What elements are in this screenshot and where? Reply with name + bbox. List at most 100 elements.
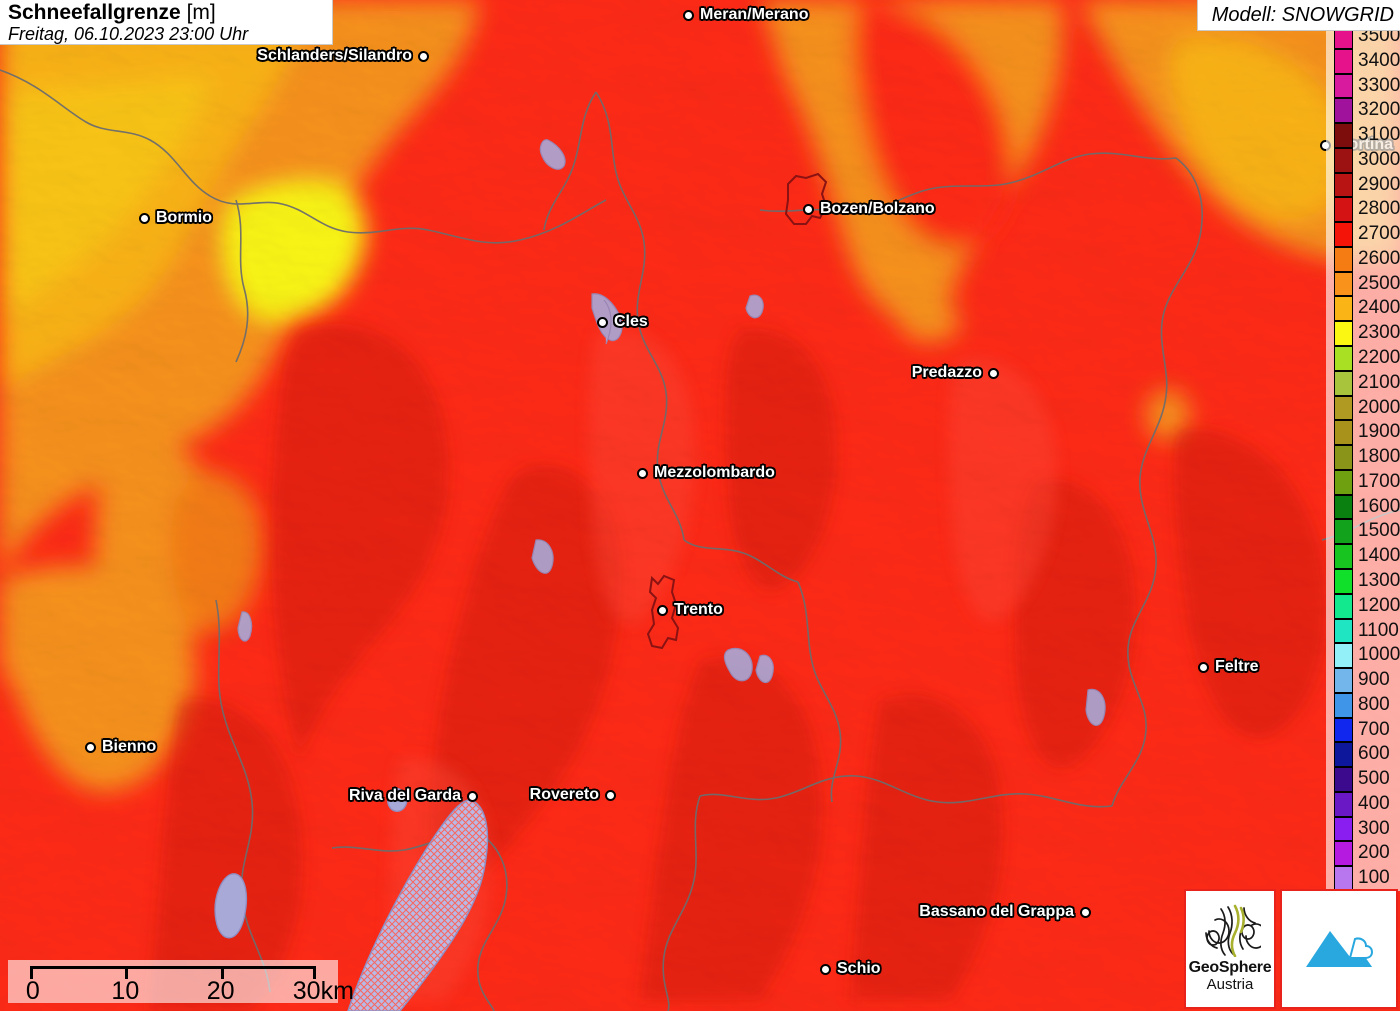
legend-color-swatch xyxy=(1334,296,1353,322)
city-marker[interactable]: Bormio xyxy=(139,209,212,227)
scale-bar-line xyxy=(30,966,316,969)
city-dot-icon xyxy=(1198,661,1209,673)
scale-bar-labels: 0 10 20 30km xyxy=(8,977,354,1005)
legend-color-swatch xyxy=(1334,791,1353,817)
legend-value-label: 2500 xyxy=(1358,272,1400,294)
legend-entry: 600 xyxy=(1326,742,1400,768)
scale-tick xyxy=(220,966,224,979)
legend-entry: 3300 xyxy=(1326,73,1400,99)
city-marker[interactable]: Bienno xyxy=(85,738,156,756)
city-marker[interactable]: Meran/Merano xyxy=(683,6,808,24)
model-label: Modell: SNOWGRID xyxy=(1211,3,1394,26)
city-marker[interactable]: Cles xyxy=(597,313,648,331)
legend-entries: 3500 3400 3300 3200 3100 3000 2900 2800 2700 2600… xyxy=(1326,24,1400,891)
scale-label: 0 xyxy=(25,977,40,1005)
city-marker[interactable]: Schlanders/Silandro xyxy=(257,47,429,65)
legend-value-label: 2900 xyxy=(1358,173,1400,195)
legend-color-swatch xyxy=(1334,643,1353,669)
legend-color-swatch xyxy=(1334,692,1353,718)
scale-tick xyxy=(125,966,129,979)
legend-color-swatch xyxy=(1334,445,1353,470)
legend-entry: 2900 xyxy=(1326,172,1400,198)
legend-value-label: 1300 xyxy=(1358,569,1400,591)
geosphere-swirl-icon xyxy=(1205,904,1261,957)
legend-entry: 1800 xyxy=(1326,445,1400,470)
city-name-label: Meran/Merano xyxy=(700,6,809,23)
legend-value-label: 1800 xyxy=(1358,446,1400,468)
scale-label: 30km xyxy=(292,977,354,1005)
legend-value-label: 3100 xyxy=(1358,124,1400,146)
city-name-label: Bormio xyxy=(156,209,212,226)
legend-value-label: 1900 xyxy=(1358,421,1400,443)
legend-color-swatch xyxy=(1334,841,1353,867)
city-dot-icon xyxy=(683,9,694,21)
legend-color-swatch xyxy=(1334,618,1353,644)
city-marker[interactable]: Bozen/Bolzano xyxy=(803,200,935,218)
legend-color-swatch xyxy=(1334,816,1353,842)
city-marker[interactable]: Bassano del Grappa xyxy=(919,903,1091,921)
legend-entry: 3200 xyxy=(1326,98,1400,124)
legend-entry: 2000 xyxy=(1326,395,1400,421)
legend-color-swatch xyxy=(1334,197,1353,223)
city-dot-icon xyxy=(1080,906,1091,918)
legend-color-swatch xyxy=(1334,98,1353,124)
legend-entry: 2200 xyxy=(1326,346,1400,371)
legend-entry: 400 xyxy=(1326,791,1400,817)
avalanche-logo[interactable] xyxy=(1280,889,1398,1009)
legend-entry: 700 xyxy=(1326,717,1400,743)
legend-entry: 3400 xyxy=(1326,48,1400,74)
legend-value-label: 1700 xyxy=(1358,470,1400,492)
geosphere-logo[interactable]: GeoSphere Austria xyxy=(1184,889,1276,1009)
legend-value-label: 3200 xyxy=(1358,99,1400,121)
city-marker[interactable]: Feltre xyxy=(1198,658,1259,676)
legend-entry: 3100 xyxy=(1326,123,1400,148)
city-dot-icon xyxy=(467,790,478,802)
city-name-label: Riva del Garda xyxy=(348,787,461,804)
city-marker[interactable]: Trento xyxy=(657,601,723,619)
city-marker[interactable]: Riva del Garda xyxy=(349,787,478,805)
city-dot-icon xyxy=(657,604,668,616)
legend-color-swatch xyxy=(1334,321,1353,347)
legend-entry: 2800 xyxy=(1326,197,1400,223)
city-marker[interactable]: Rovereto xyxy=(530,786,616,804)
city-dot-icon xyxy=(418,50,429,62)
legend-value-label: 1500 xyxy=(1358,520,1400,542)
legend-value-label: 200 xyxy=(1358,842,1390,864)
scale-tick xyxy=(313,966,316,979)
city-name-label: Schlanders/Silandro xyxy=(257,47,412,64)
legend-value-label: 2400 xyxy=(1358,297,1400,319)
geosphere-name-line1: GeoSphere xyxy=(1188,959,1272,976)
legend-value-label: 2600 xyxy=(1358,247,1400,269)
legend-entry: 200 xyxy=(1326,841,1400,867)
city-name-label: Feltre xyxy=(1215,658,1259,675)
legend-entry: 1900 xyxy=(1326,420,1400,446)
scale-label: 20 xyxy=(206,977,235,1005)
city-dot-icon xyxy=(605,789,616,801)
city-marker[interactable]: Mezzolombardo xyxy=(637,464,775,482)
city-dot-icon xyxy=(637,467,648,479)
legend-color-swatch xyxy=(1334,469,1353,495)
city-name-label: Bienno xyxy=(102,738,157,755)
legend-entry: 300 xyxy=(1326,816,1400,842)
map-title-box: Schneefallgrenze [m] Freitag, 06.10.2023… xyxy=(0,0,333,45)
legend-value-label: 2000 xyxy=(1358,396,1400,418)
legend-value-label: 300 xyxy=(1358,817,1390,839)
legend-color-swatch xyxy=(1334,494,1353,520)
legend-entry: 1200 xyxy=(1326,593,1400,619)
legend-value-label: 2200 xyxy=(1358,347,1400,369)
snow-line-legend[interactable]: 3500 3400 3300 3200 3100 3000 2900 2800 2700 2600… xyxy=(1326,24,1400,891)
city-marker[interactable]: Predazzo xyxy=(912,364,999,382)
legend-value-label: 600 xyxy=(1358,743,1390,765)
city-name-label: Bassano del Grappa xyxy=(919,903,1074,920)
legend-entry: 500 xyxy=(1326,767,1400,792)
map-scale-bar: 0 10 20 30km xyxy=(8,960,354,1005)
city-marker[interactable]: Schio xyxy=(820,960,881,978)
avalanche-mountain-icon xyxy=(1306,931,1374,967)
legend-value-label: 1200 xyxy=(1358,594,1400,616)
city-name-label: Rovereto xyxy=(529,786,599,803)
legend-entry: 1500 xyxy=(1326,519,1400,545)
legend-color-swatch xyxy=(1334,568,1353,594)
legend-value-label: 1400 xyxy=(1358,545,1400,567)
